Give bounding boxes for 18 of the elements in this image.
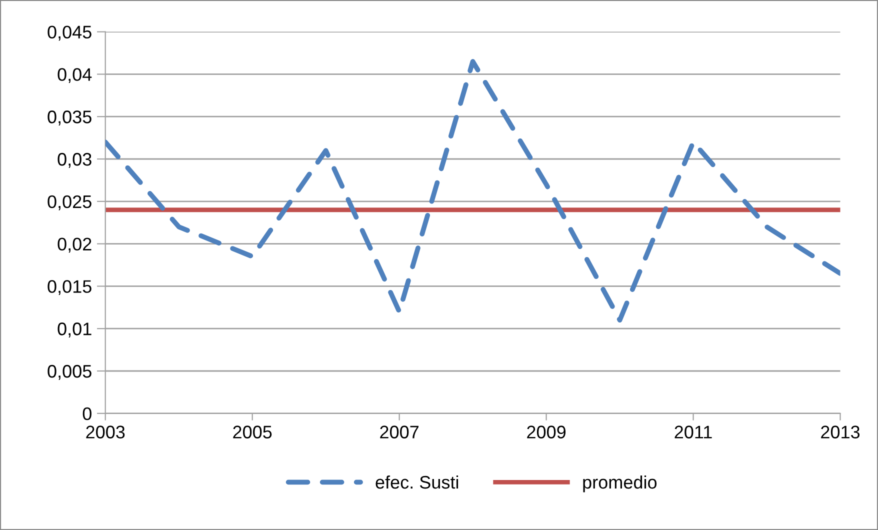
y-tick-label: 0,01 bbox=[58, 322, 92, 338]
y-tick-label: 0,04 bbox=[58, 68, 92, 84]
x-tick-label: 2009 bbox=[527, 426, 566, 438]
y-tick-label: 0,025 bbox=[48, 195, 92, 210]
legend-label: promedio bbox=[583, 475, 657, 492]
y-tick-label: 0,005 bbox=[48, 364, 92, 380]
y-tick-label: 0 bbox=[82, 407, 92, 420]
y-tick-label: 0,045 bbox=[48, 26, 92, 41]
x-tick-label: 2005 bbox=[233, 426, 272, 438]
y-tick-label: 0,03 bbox=[58, 152, 92, 168]
x-tick-label: 2011 bbox=[674, 426, 712, 438]
x-tick-label: 2013 bbox=[821, 426, 860, 438]
y-tick-label: 0,02 bbox=[58, 238, 92, 253]
y-tick-label: 0,035 bbox=[48, 110, 92, 126]
legend-label: efec. Susti bbox=[376, 475, 458, 489]
x-tick-label: 2007 bbox=[380, 426, 418, 438]
y-tick-label: 0,015 bbox=[48, 280, 92, 296]
x-tick-label: 2003 bbox=[86, 426, 125, 438]
